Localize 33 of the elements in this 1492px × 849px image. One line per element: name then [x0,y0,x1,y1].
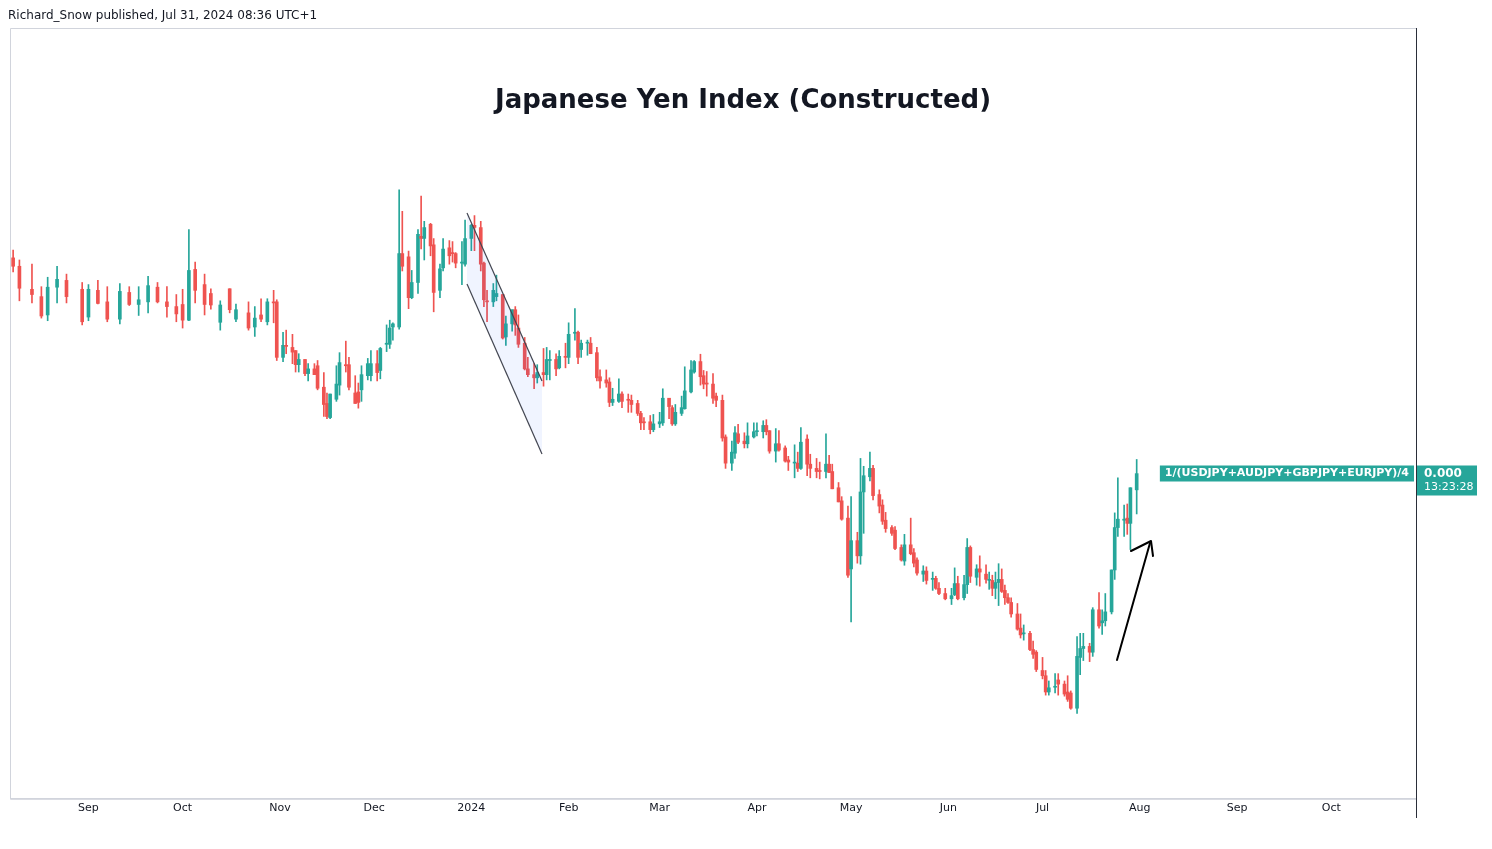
text: 1/(USDJPY+AUDJPY+GBPJPY+EURJPY)/4 [1164,466,1410,480]
x-tick-label: Aug [1129,801,1151,815]
text: 0.000 [1424,465,1462,480]
x-tick-label: Sep [1226,801,1248,815]
candlestick [987,571,992,590]
chart-title: Japanese Yen Index (Constructed) [492,83,992,114]
candlestick [573,308,577,341]
text: 13:23:28 [1424,480,1474,494]
candlestick [400,210,405,272]
x-tick-label: Jun [938,801,957,815]
candlestick [284,329,289,355]
candlestick [419,195,423,250]
x-tick-label: Dec [363,801,385,815]
candlestick [30,263,34,304]
candlestick [165,286,169,318]
x-tick-label: 2024 [457,801,486,815]
x-tick-label: Oct [173,801,193,815]
candlestick [547,350,552,381]
candlestick [1122,504,1126,537]
candlestick [817,461,822,480]
x-tick-label: Oct [1321,801,1342,815]
x-tick-label: Apr [747,801,767,815]
x-tick-label: May [839,801,863,815]
text: Richard_Snow published, Jul 31, 2024 08:36 UTC+1 [8,8,319,24]
x-tick-label: Feb [558,801,579,815]
x-tick-label: Jul [1034,801,1050,815]
candlestick [755,422,759,437]
candlestick [136,286,141,316]
x-tick-label: Nov [269,801,292,815]
x-tick-label: Sep [78,801,99,815]
candlestick [55,265,59,304]
x-tick-label: Mar [649,801,671,815]
candlestick [1053,673,1057,694]
